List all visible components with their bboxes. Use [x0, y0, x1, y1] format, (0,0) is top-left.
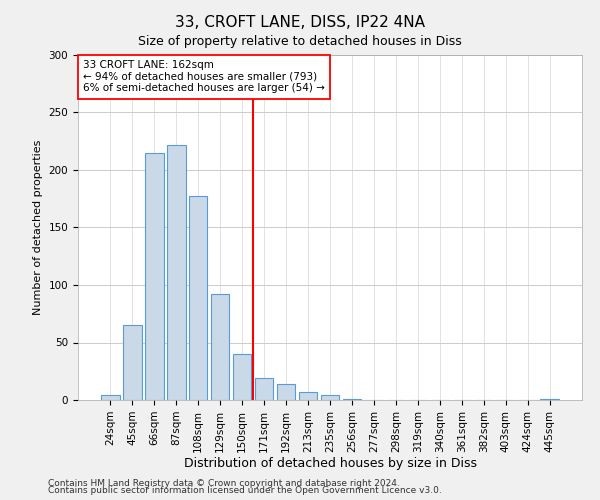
- Bar: [233, 354, 251, 400]
- Bar: [145, 152, 164, 400]
- Bar: [211, 294, 229, 400]
- Text: Contains HM Land Registry data © Crown copyright and database right 2024.: Contains HM Land Registry data © Crown c…: [48, 478, 400, 488]
- Bar: [101, 396, 119, 400]
- Bar: [255, 378, 274, 400]
- Y-axis label: Number of detached properties: Number of detached properties: [33, 140, 43, 315]
- Bar: [123, 325, 142, 400]
- Bar: [189, 196, 208, 400]
- Text: Size of property relative to detached houses in Diss: Size of property relative to detached ho…: [138, 35, 462, 48]
- Bar: [320, 396, 340, 400]
- Bar: [343, 399, 361, 400]
- X-axis label: Distribution of detached houses by size in Diss: Distribution of detached houses by size …: [184, 458, 476, 470]
- Bar: [541, 399, 559, 400]
- Bar: [167, 144, 185, 400]
- Text: 33 CROFT LANE: 162sqm
← 94% of detached houses are smaller (793)
6% of semi-deta: 33 CROFT LANE: 162sqm ← 94% of detached …: [83, 60, 325, 94]
- Text: Contains public sector information licensed under the Open Government Licence v3: Contains public sector information licen…: [48, 486, 442, 495]
- Text: 33, CROFT LANE, DISS, IP22 4NA: 33, CROFT LANE, DISS, IP22 4NA: [175, 15, 425, 30]
- Bar: [277, 384, 295, 400]
- Bar: [299, 392, 317, 400]
